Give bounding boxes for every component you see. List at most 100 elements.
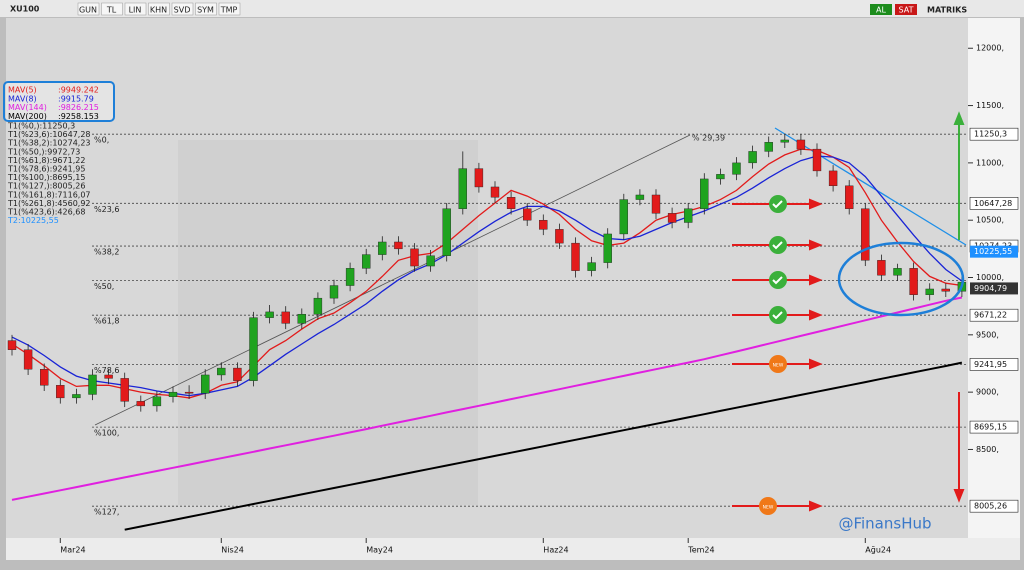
check	[772, 200, 783, 209]
candle-body	[40, 369, 49, 386]
price-marker	[970, 245, 1018, 258]
fib-table-row: T1(%78,6):9241,95	[7, 165, 85, 174]
focus-ellipse	[837, 241, 965, 317]
up-signal	[953, 111, 965, 240]
fib-table-row: T1(%50,):9972,73	[7, 147, 80, 156]
candle-body	[587, 262, 596, 271]
check	[772, 311, 783, 320]
arrow-head	[953, 489, 965, 503]
fib-table-row: T1(%423,6):426,68	[7, 208, 85, 217]
toolbar-button[interactable]: SYM	[197, 6, 214, 15]
level-name: %38,2	[94, 248, 119, 257]
ma-line	[124, 361, 963, 531]
x-tick-label: Tem24	[687, 546, 714, 555]
buy-button[interactable]: AL	[876, 6, 886, 15]
toolbar-button[interactable]: KHN	[150, 6, 167, 15]
toolbar-button-bg	[148, 2, 170, 16]
level-box	[969, 358, 1019, 371]
status-bar	[0, 560, 1024, 570]
toolbar-button-bg	[195, 2, 217, 16]
toolbar-button-bg	[171, 2, 194, 16]
candle-body	[72, 394, 81, 399]
candle-body	[168, 391, 178, 397]
candle-body	[410, 248, 419, 267]
candle-body	[619, 199, 628, 235]
toolbar-button[interactable]: GUN	[79, 6, 97, 15]
level-name: %0,	[94, 136, 109, 145]
candle-body	[555, 229, 564, 244]
toolbar-button-bg	[101, 2, 123, 16]
fib-table-row: T1(%100,):8695,15	[7, 173, 85, 182]
toolbar-button[interactable]: TMP	[220, 6, 238, 15]
candle-body	[394, 241, 403, 250]
trend-annotation: % 29,39	[692, 134, 725, 143]
arrow-head	[809, 500, 823, 512]
candle-body	[378, 241, 387, 255]
candle-body	[362, 254, 371, 269]
legend-value: :9949.242	[58, 86, 99, 95]
candle-body	[812, 148, 822, 172]
candle-body	[152, 396, 162, 407]
watermark-image	[178, 140, 478, 505]
level-name: %23,6	[94, 205, 119, 214]
candle-body	[23, 349, 33, 370]
brand: MATRIKS	[927, 6, 967, 15]
toolbar-button[interactable]: TL	[106, 6, 117, 15]
fib-table-row: T1(%38,2):10274,23	[7, 139, 91, 148]
level-name: %100,	[94, 429, 119, 438]
candle-body	[877, 260, 886, 276]
candle-body	[281, 311, 290, 324]
t2-label: T2:10225,55	[7, 216, 59, 225]
candle-body	[716, 174, 725, 180]
candle-body	[200, 374, 210, 394]
level-label: 11250,3	[974, 130, 1007, 139]
legend-box	[3, 81, 115, 122]
candle-body	[828, 170, 838, 187]
candle-body	[265, 311, 274, 318]
trend-line	[94, 134, 691, 426]
candle-body	[297, 313, 306, 324]
price-marker-label: 9904,79	[974, 284, 1007, 293]
toolbar-button-bg	[218, 2, 241, 16]
new-icon	[769, 355, 787, 373]
candle-body	[796, 139, 806, 150]
chart-layer: 8500, 9000, 9500, 10000, 10500, 11000, 11500, 1…	[7, 44, 1019, 555]
toolbar-button[interactable]: LIN	[129, 6, 142, 15]
fib-table-row: T1(%61,8):9671,22	[7, 156, 85, 165]
level-box	[969, 308, 1019, 322]
sell-button[interactable]: SAT	[899, 6, 914, 15]
candle-body	[56, 385, 65, 399]
fib-table-row: T1(%261,8):4560,92	[7, 199, 91, 208]
y-tick-label: 9000,	[976, 388, 999, 397]
arrow-head	[953, 111, 965, 125]
buy-button-bg	[870, 4, 892, 15]
y-tick-label: 8500,	[976, 445, 999, 454]
check-icons: NEW NEW	[759, 195, 787, 515]
candle-body	[700, 178, 709, 209]
x-tick-label: Haz24	[543, 546, 568, 555]
candle-body	[893, 268, 902, 276]
check	[772, 241, 783, 250]
candle-body	[249, 317, 258, 381]
candle-body	[88, 374, 97, 395]
symbol[interactable]: XU100	[10, 5, 40, 14]
legend-name: MAV(144)	[8, 103, 47, 112]
level-label: 8005,26	[974, 502, 1007, 511]
candle-body	[748, 151, 757, 164]
candle-body	[313, 297, 323, 315]
fib-table-row: T1(%127,):8005,26	[7, 182, 85, 191]
arrow-head	[809, 274, 823, 286]
toolbar-button[interactable]: SVD	[174, 6, 191, 15]
candle-body	[442, 208, 451, 256]
candle-body	[941, 288, 950, 292]
x-tick-label: May24	[366, 546, 393, 555]
x-tick-label: Mar24	[60, 546, 85, 555]
toolbar-button-bg	[124, 2, 147, 16]
y-tick-label: 12000,	[976, 44, 1004, 53]
resistance-line	[774, 127, 967, 246]
candle-body	[474, 168, 484, 188]
candle-body	[764, 142, 773, 152]
candle-body	[490, 186, 500, 198]
legend-name: MAV(5)	[8, 86, 37, 95]
